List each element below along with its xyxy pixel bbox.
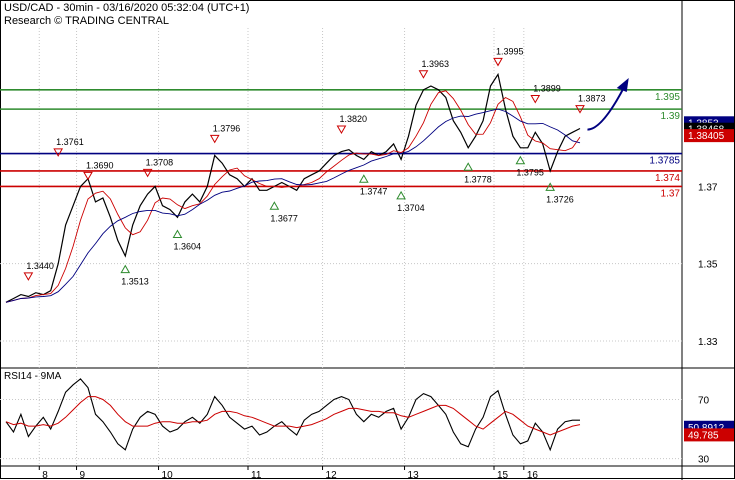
- close-price-line: [5, 72, 581, 303]
- rsi-tick-label: 70: [698, 396, 710, 407]
- rsi-grid: [0, 399, 682, 460]
- forecast-arrow-line: [587, 85, 626, 131]
- rsi-title: RSI14 - 9MA: [4, 371, 62, 382]
- level-label: 1.374: [655, 173, 680, 184]
- forecast-arrow-head: [616, 77, 629, 92]
- price-badge: [684, 129, 734, 143]
- low-label: 1.3778: [464, 174, 492, 184]
- high-label: 1.3440: [26, 261, 54, 271]
- low-label: 1.3513: [121, 277, 149, 287]
- rsi-badge: [684, 428, 734, 442]
- level-label: 1.395: [655, 92, 680, 103]
- x-tick-label: 11: [251, 470, 262, 480]
- price-tick-label: 1.33: [698, 337, 718, 348]
- x-tick-label: 13: [408, 470, 420, 480]
- level-label: 1.3785: [649, 156, 680, 167]
- level-label: 1.37: [661, 188, 681, 199]
- high-marker: [530, 95, 541, 104]
- x-tick-label: 16: [527, 470, 539, 480]
- price-series: [5, 72, 629, 303]
- ma-fast-line: [5, 90, 581, 303]
- low-label: 1.3747: [360, 186, 388, 196]
- x-tick-label: 9: [80, 470, 86, 480]
- high-label: 1.3690: [86, 160, 114, 170]
- level-label: 1.39: [661, 111, 681, 122]
- high-marker: [142, 168, 153, 178]
- high-label: 1.3963: [421, 59, 449, 69]
- low-label: 1.3704: [397, 203, 425, 213]
- low-label: 1.3795: [516, 168, 544, 178]
- low-marker: [515, 155, 526, 165]
- low-marker: [545, 182, 556, 191]
- high-label: 1.3820: [339, 114, 367, 124]
- rsi-line: [5, 378, 580, 452]
- price-levels: 1.395 1.39 1.3785 1.374 1.37: [0, 89, 682, 199]
- x-tick-label: 15: [497, 470, 509, 480]
- price-tick-label: 1.35: [698, 260, 718, 271]
- high-label: 1.3796: [213, 123, 241, 133]
- x-tick-label: 12: [326, 470, 338, 480]
- high-marker: [418, 70, 429, 79]
- high-marker: [83, 171, 93, 181]
- high-marker: [23, 272, 34, 281]
- high-marker: [209, 134, 220, 144]
- low-label: 1.3726: [546, 194, 574, 204]
- high-label: 1.3708: [146, 157, 174, 167]
- ma-slow-line: [5, 108, 581, 303]
- high-marker: [336, 125, 347, 135]
- price-axis: 1.331.351.371.38531.384681.38405: [684, 116, 734, 348]
- rsi-tick-label: 30: [698, 455, 710, 466]
- low-marker: [120, 264, 131, 274]
- low-label: 1.3604: [173, 242, 201, 252]
- low-marker: [396, 190, 406, 200]
- high-label: 1.3761: [56, 137, 84, 147]
- low-marker: [269, 201, 280, 210]
- high-label: 1.3873: [578, 94, 606, 104]
- price-annotations: 1.3440 1.3761 1.3690 1.3513 1.3708 1.3604 1.37…: [23, 46, 606, 287]
- rsi-badge-label: 49.785: [688, 430, 719, 441]
- rsi-ma-line: [5, 396, 581, 436]
- high-marker: [575, 105, 585, 114]
- x-tick-label: 10: [162, 470, 174, 480]
- high-label: 1.3995: [496, 46, 524, 56]
- low-marker: [172, 229, 183, 238]
- low-label: 1.3677: [270, 213, 298, 223]
- x-axis: 8 9 10 11 12 13 15 16: [38, 466, 539, 480]
- high-marker: [493, 57, 503, 67]
- low-marker: [358, 174, 369, 183]
- chart-title: USD/CAD - 30min - 03/16/2020 05:32:04 (U…: [4, 2, 250, 14]
- low-marker: [463, 162, 474, 171]
- rsi-series: [5, 378, 581, 452]
- research-credit: Research © TRADING CENTRAL: [4, 15, 169, 27]
- price-badge-label: 1.38405: [688, 131, 725, 142]
- price-tick-label: 1.37: [698, 182, 718, 193]
- high-marker: [53, 148, 64, 157]
- high-label: 1.3899: [533, 84, 561, 94]
- x-tick-label: 8: [42, 470, 48, 480]
- rsi-badge-label: 50.8912: [688, 423, 725, 434]
